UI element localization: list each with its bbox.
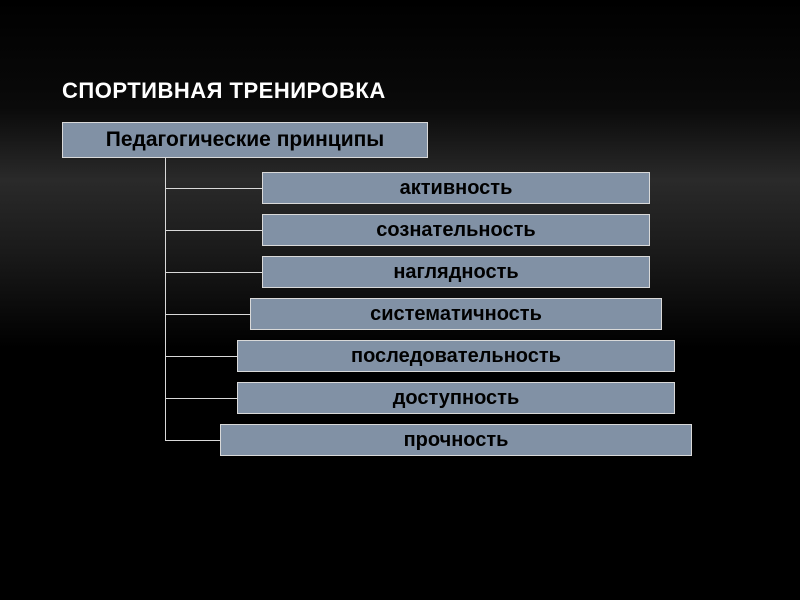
item-label: сознательность bbox=[376, 219, 535, 242]
connector-branch bbox=[165, 440, 220, 441]
item-label: последовательность bbox=[351, 345, 561, 368]
item-label: активность bbox=[400, 177, 513, 200]
slide-title: СПОРТИВНАЯ ТРЕНИРОВКА bbox=[62, 78, 386, 104]
item-box: последовательность bbox=[237, 340, 675, 372]
item-label: доступность bbox=[393, 387, 520, 410]
connector-branch bbox=[165, 230, 262, 231]
connector-branch bbox=[165, 188, 262, 189]
root-box-pedagogical-principles: Педагогические принципы bbox=[62, 122, 428, 158]
item-box: активность bbox=[262, 172, 650, 204]
connector-branch bbox=[165, 398, 237, 399]
item-box: сознательность bbox=[262, 214, 650, 246]
item-label: наглядность bbox=[393, 261, 518, 284]
item-box: систематичность bbox=[250, 298, 662, 330]
item-label: систематичность bbox=[370, 303, 542, 326]
item-label: прочность bbox=[404, 429, 509, 452]
item-box: наглядность bbox=[262, 256, 650, 288]
connector-branch bbox=[165, 314, 250, 315]
root-box-label: Педагогические принципы bbox=[106, 128, 385, 152]
item-box: прочность bbox=[220, 424, 692, 456]
connector-branch bbox=[165, 272, 262, 273]
item-box: доступность bbox=[237, 382, 675, 414]
connector-branch bbox=[165, 356, 237, 357]
